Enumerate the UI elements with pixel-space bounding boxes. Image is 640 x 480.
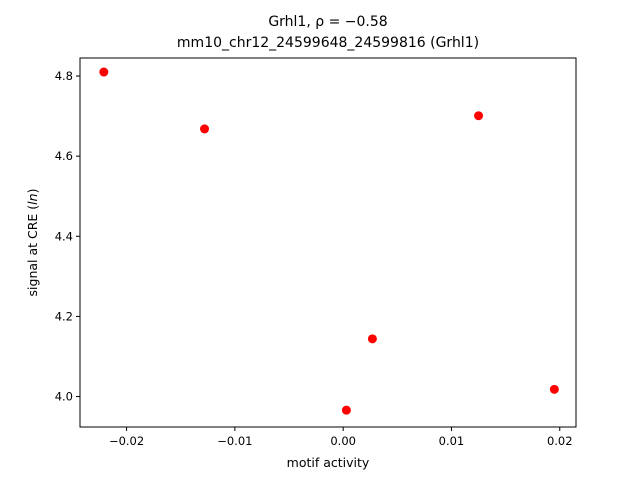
- data-point-1: [99, 67, 109, 77]
- data-point-3: [341, 405, 351, 415]
- x-tick-label: 0.01: [439, 434, 465, 448]
- y-axis-label: signal at CRE (ln): [25, 189, 40, 297]
- y-axis-ticks: 4.0 4.2 4.4 4.6 4.8: [55, 69, 80, 404]
- points-layer: [99, 67, 559, 415]
- chart-subtitle: mm10_chr12_24599648_24599816 (Grhl1): [176, 35, 480, 51]
- y-tick-label: 4.8: [55, 69, 73, 83]
- y-tick-label: 4.0: [55, 390, 73, 404]
- y-axis-label-prefix: signal at CRE (: [25, 205, 40, 297]
- y-tick-label: 4.6: [55, 149, 73, 163]
- data-point-6: [549, 384, 559, 394]
- plot-area-frame: [79, 57, 577, 428]
- chart-title-rho: ρ = −0.58: [315, 14, 388, 30]
- chart-title-prefix: Grhl1,: [268, 14, 316, 30]
- x-tick-label: 0.02: [547, 434, 573, 448]
- y-tick-label: 4.4: [55, 229, 73, 243]
- y-tick-label: 4.2: [55, 309, 73, 323]
- chart-title: Grhl1, ρ = −0.58: [80, 14, 576, 30]
- x-tick-label: −0.01: [217, 434, 252, 448]
- x-axis-ticks: −0.02 −0.01 0.00 0.01 0.02: [109, 427, 573, 448]
- y-axis-label-italic: ln: [25, 193, 40, 204]
- y-axis-label-suffix: ): [25, 189, 40, 194]
- data-point-4: [367, 334, 377, 344]
- x-axis-label: motif activity: [287, 455, 370, 470]
- x-tick-label: 0.00: [330, 434, 356, 448]
- x-tick-label: −0.02: [109, 434, 144, 448]
- data-point-5: [474, 111, 484, 121]
- data-point-2: [200, 124, 210, 134]
